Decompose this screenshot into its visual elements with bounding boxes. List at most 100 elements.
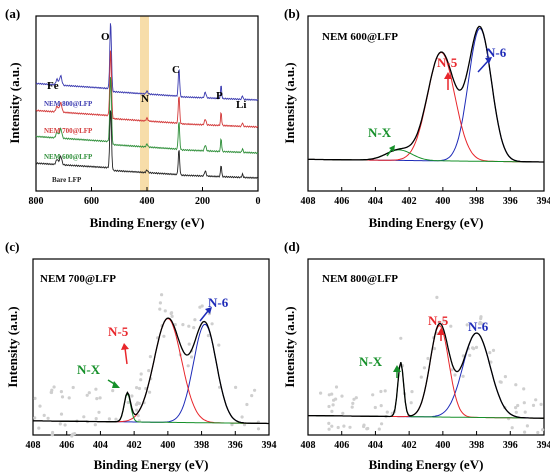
raw-point: [498, 380, 502, 384]
element-label-n: N: [141, 93, 149, 105]
element-label-c: C: [172, 64, 180, 76]
trace-label-700: NEM 700@LFP: [44, 127, 93, 135]
raw-point: [240, 415, 244, 419]
raw-point: [426, 356, 430, 361]
panel-letter-a: (a): [5, 6, 20, 21]
raw-point: [488, 351, 492, 355]
raw-point: [70, 434, 74, 438]
raw-point: [478, 322, 482, 326]
raw-point: [256, 427, 261, 431]
arrowhead-n5-c: [121, 343, 129, 350]
x-tick-label: 406: [334, 440, 349, 451]
raw-point: [139, 372, 143, 376]
x-ticks-a: 800 600 400 200 0: [29, 187, 261, 207]
raw-point: [147, 369, 151, 373]
peak-fit-c: [32, 317, 269, 425]
raw-point: [525, 424, 530, 428]
raw-point: [134, 403, 138, 407]
raw-point: [352, 397, 356, 401]
fit-envelope: [308, 322, 544, 419]
raw-point: [472, 347, 476, 351]
raw-point: [193, 318, 197, 322]
raw-point: [173, 323, 177, 327]
trace-label-bare: Bare LFP: [52, 176, 82, 184]
x-tick-label: 406: [334, 196, 349, 207]
raw-point: [187, 342, 191, 346]
raw-data-scatter-d: [319, 295, 545, 435]
raw-point: [330, 392, 334, 396]
raw-point: [334, 397, 338, 401]
trace-label-600: NEM 600@LFP: [44, 153, 93, 161]
raw-point: [160, 293, 164, 297]
x-axis-label-a: Binding Energy (eV): [90, 215, 205, 230]
raw-point: [98, 396, 102, 400]
raw-point: [250, 394, 254, 398]
arrowhead-n6-c: [205, 307, 212, 314]
x-tick-label: 394: [262, 440, 277, 451]
x-tick-label: 396: [503, 196, 518, 207]
x-tick-label: 406: [59, 440, 74, 451]
fit-envelope: [32, 317, 269, 425]
arrowhead-n5-b: [444, 72, 452, 79]
raw-data-scatter-c: [33, 293, 261, 438]
raw-point: [327, 404, 331, 409]
raw-point: [461, 374, 465, 378]
plot-frame-b: [307, 15, 545, 192]
sample-label-c: NEM 700@LFP: [40, 273, 116, 285]
raw-point: [87, 391, 91, 395]
raw-point: [327, 393, 331, 397]
raw-point: [51, 430, 55, 435]
raw-point: [479, 315, 483, 319]
x-tick-label: 398: [469, 440, 484, 451]
x-tick-label: 402: [402, 440, 417, 451]
x-tick-label: 408: [301, 440, 316, 451]
x-tick-label: 600: [84, 196, 99, 207]
raw-point: [536, 430, 540, 435]
raw-point: [170, 311, 174, 315]
raw-point: [330, 409, 334, 413]
x-tick-label: 396: [228, 440, 243, 451]
raw-point: [516, 403, 520, 408]
peak-fit-b: [308, 25, 544, 163]
x-tick-label: 402: [402, 196, 417, 207]
raw-point: [230, 423, 234, 427]
x-tick-label: 400: [435, 196, 450, 207]
panel-d: (d) NEM 800@LFP 408 406 404 402 400 398 396 394…: [282, 239, 550, 472]
raw-point: [82, 415, 86, 419]
raw-point: [523, 430, 527, 434]
raw-point: [340, 394, 344, 398]
raw-point: [71, 385, 75, 390]
y-axis-label-a: Intensity (a.u.): [7, 62, 22, 143]
raw-point: [137, 401, 141, 406]
raw-point: [111, 389, 115, 393]
x-tick-label: 800: [29, 196, 44, 207]
raw-point: [442, 319, 446, 323]
raw-point: [419, 375, 423, 379]
raw-point: [190, 355, 194, 359]
raw-point: [135, 408, 139, 412]
component-n-5: [308, 51, 544, 163]
raw-point: [449, 324, 453, 328]
raw-point: [336, 425, 340, 430]
component-n-6: [308, 27, 544, 163]
peak-label-n6-c: N-6: [208, 295, 229, 310]
peak-fit-d: [308, 322, 544, 419]
raw-point: [217, 343, 221, 347]
raw-point: [67, 396, 71, 400]
raw-point: [42, 413, 46, 417]
y-axis-label-c: Intensity (a.u.): [5, 306, 20, 387]
x-tick-label: 404: [93, 440, 108, 451]
x-tick-label: 400: [435, 440, 450, 451]
raw-point: [60, 395, 65, 399]
component-n-x: [308, 362, 544, 419]
raw-point: [522, 401, 526, 405]
raw-point: [373, 405, 377, 410]
raw-point: [539, 402, 543, 406]
raw-point: [187, 324, 191, 328]
raw-point: [163, 309, 167, 313]
raw-point: [437, 320, 441, 324]
raw-point: [351, 401, 355, 405]
raw-point: [523, 410, 527, 414]
raw-point: [379, 389, 383, 394]
